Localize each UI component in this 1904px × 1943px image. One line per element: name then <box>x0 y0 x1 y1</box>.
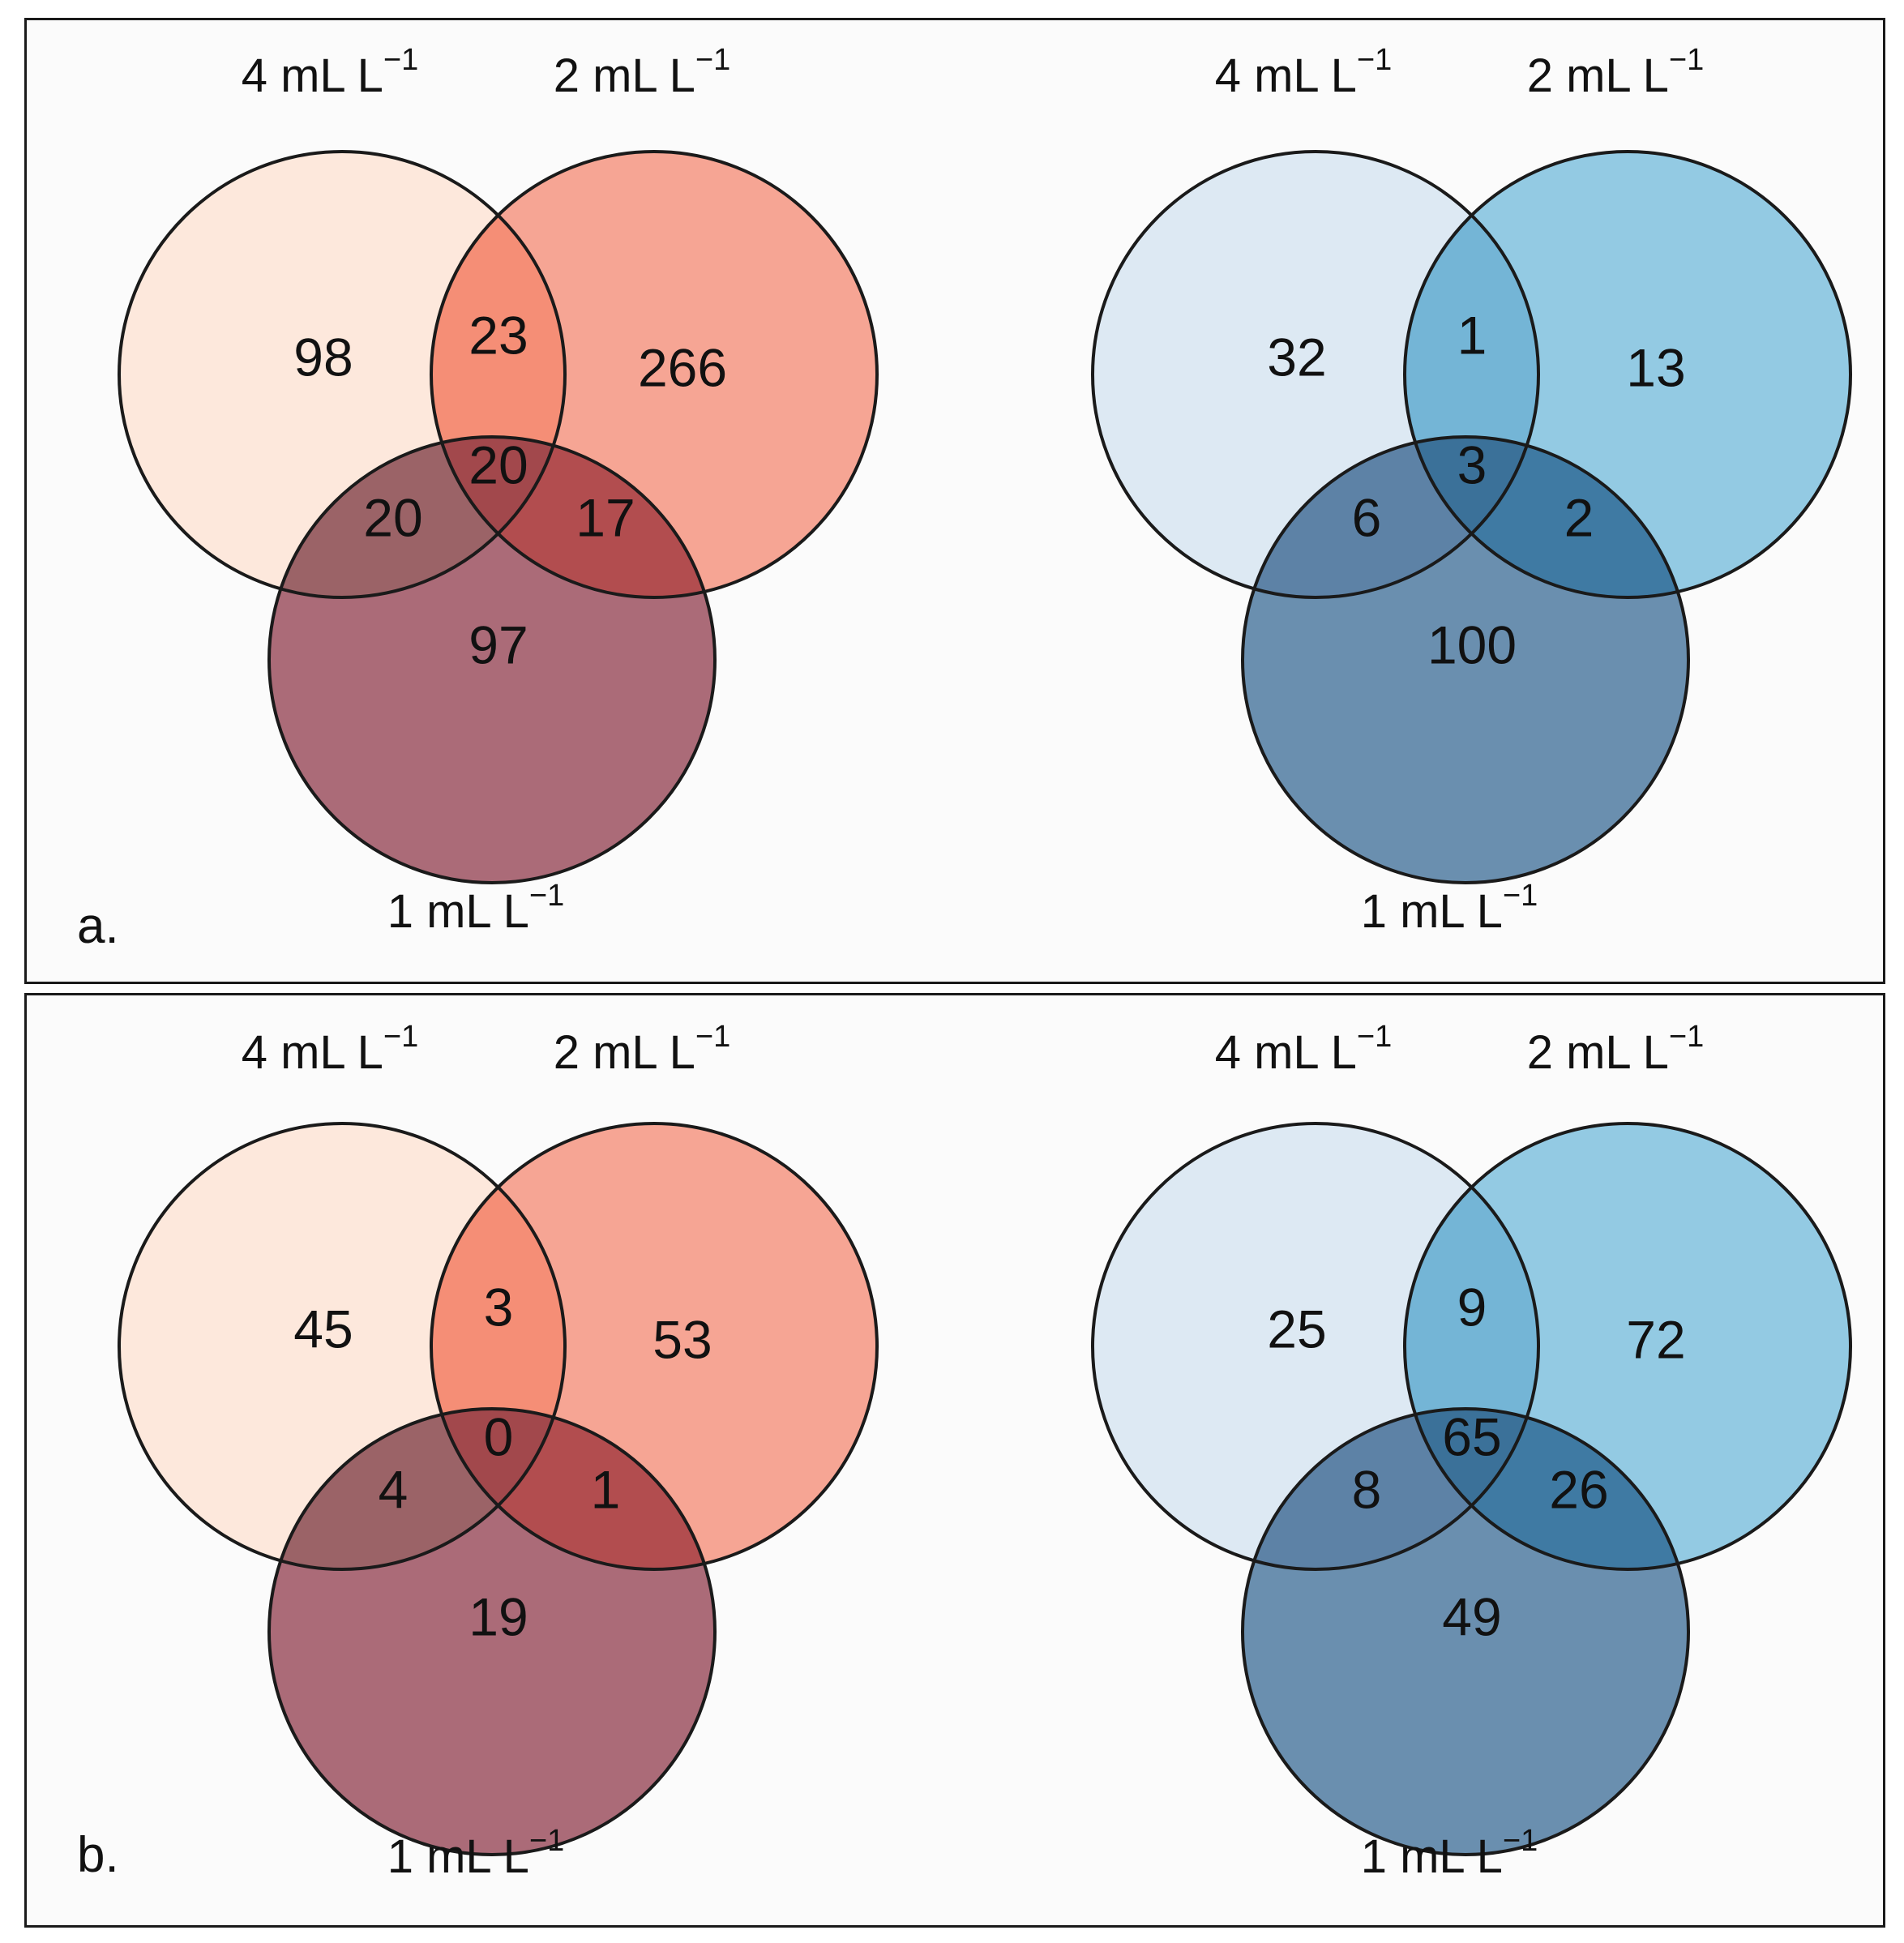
value-only2: 13 <box>1626 337 1685 397</box>
label-1ml-text: 1 mL L <box>1361 885 1503 938</box>
label-1ml-text: 1 mL L <box>1361 1830 1503 1883</box>
panel-b-letter: b. <box>77 1827 119 1883</box>
label-4ml-exponent: −1 <box>383 43 418 77</box>
label-2ml-exponent: −1 <box>1669 1020 1704 1054</box>
outline-4ml <box>118 1122 567 1571</box>
overlap-2-1 <box>1405 1409 1688 1569</box>
label-2ml-text: 2 mL L <box>554 49 695 102</box>
label-2ml-text: 2 mL L <box>554 1026 695 1079</box>
value-only4: 32 <box>1267 327 1326 387</box>
label-2ml: 2 mL L−1 <box>1527 1020 1705 1079</box>
label-2ml: 2 mL L−1 <box>554 1020 731 1079</box>
label-4ml-text: 4 mL L <box>1215 1026 1357 1079</box>
label-4ml-exponent: −1 <box>1357 1020 1392 1054</box>
outline-1ml <box>267 435 717 884</box>
value-all: 3 <box>1457 434 1487 494</box>
value-all: 65 <box>1442 1406 1501 1466</box>
value-i42: 3 <box>484 1277 514 1337</box>
value-only1: 49 <box>1442 1586 1501 1646</box>
value-only1: 97 <box>469 614 528 674</box>
value-only2: 72 <box>1626 1309 1685 1369</box>
outline-2ml <box>1403 1122 1852 1571</box>
label-4ml: 4 mL L−1 <box>242 1020 419 1079</box>
label-1ml: 1 mL L−1 <box>1361 879 1538 938</box>
value-only1: 100 <box>1427 614 1517 674</box>
outline-1ml <box>1241 1407 1690 1856</box>
value-i42: 9 <box>1457 1277 1487 1337</box>
label-2ml-exponent: −1 <box>695 43 730 77</box>
label-2ml-text: 2 mL L <box>1527 49 1669 102</box>
outline-2ml <box>430 1122 879 1571</box>
value-only1: 19 <box>469 1586 528 1646</box>
label-4ml: 4 mL L−1 <box>242 43 419 102</box>
value-i21: 2 <box>1564 487 1594 547</box>
value-i42: 23 <box>469 305 528 365</box>
outline-4ml <box>1091 150 1540 599</box>
value-i21: 17 <box>575 487 635 547</box>
outline-4ml <box>1091 1122 1540 1571</box>
label-1ml: 1 mL L−1 <box>1361 1824 1538 1883</box>
label-4ml: 4 mL L−1 <box>1215 43 1393 102</box>
label-2ml: 2 mL L−1 <box>1527 43 1705 102</box>
outline-2ml <box>1403 150 1852 599</box>
value-i41: 6 <box>1352 487 1382 547</box>
outline-1ml <box>267 1407 717 1856</box>
label-4ml-text: 4 mL L <box>242 1026 383 1079</box>
label-2ml-text: 2 mL L <box>1527 1026 1669 1079</box>
outline-2ml <box>430 150 879 599</box>
label-1ml-exponent: −1 <box>529 879 564 913</box>
label-4ml-exponent: −1 <box>1357 43 1392 77</box>
label-1ml-exponent: −1 <box>1503 879 1538 913</box>
label-1ml: 1 mL L−1 <box>387 1824 565 1883</box>
value-only2: 53 <box>652 1309 712 1369</box>
value-i41: 4 <box>379 1459 409 1519</box>
label-2ml: 2 mL L−1 <box>554 43 731 102</box>
value-only4: 25 <box>1267 1299 1326 1359</box>
overlap-2-1 <box>431 1409 715 1569</box>
value-i42: 1 <box>1457 305 1487 365</box>
value-all: 20 <box>469 434 528 494</box>
value-only4: 45 <box>293 1299 353 1359</box>
label-1ml: 1 mL L−1 <box>387 879 565 938</box>
value-i41: 20 <box>363 487 422 547</box>
outline-1ml <box>1241 435 1690 884</box>
outline-4ml <box>118 150 567 599</box>
label-2ml-exponent: −1 <box>1669 43 1704 77</box>
overlap-4-1 <box>1243 437 1538 597</box>
overlap-2-1 <box>1405 437 1688 597</box>
panel-a-letter: a. <box>77 898 119 954</box>
overlap-4-1 <box>269 1409 565 1569</box>
label-1ml-exponent: −1 <box>1503 1824 1538 1858</box>
label-4ml: 4 mL L−1 <box>1215 1020 1393 1079</box>
label-4ml-exponent: −1 <box>383 1020 418 1054</box>
label-2ml-exponent: −1 <box>695 1020 730 1054</box>
overlap-2-1 <box>431 437 715 597</box>
value-only2: 266 <box>638 337 727 397</box>
value-i21: 1 <box>591 1459 621 1519</box>
value-only4: 98 <box>293 327 353 387</box>
label-4ml-text: 4 mL L <box>1215 49 1357 102</box>
value-all: 0 <box>484 1406 514 1466</box>
overlap-4-1 <box>1243 1409 1538 1569</box>
label-1ml-text: 1 mL L <box>387 885 529 938</box>
value-i41: 8 <box>1352 1459 1382 1519</box>
label-1ml-text: 1 mL L <box>387 1830 529 1883</box>
value-i21: 26 <box>1549 1459 1608 1519</box>
label-1ml-exponent: −1 <box>529 1824 564 1858</box>
overlap-4-1 <box>269 437 565 597</box>
label-4ml-text: 4 mL L <box>242 49 383 102</box>
